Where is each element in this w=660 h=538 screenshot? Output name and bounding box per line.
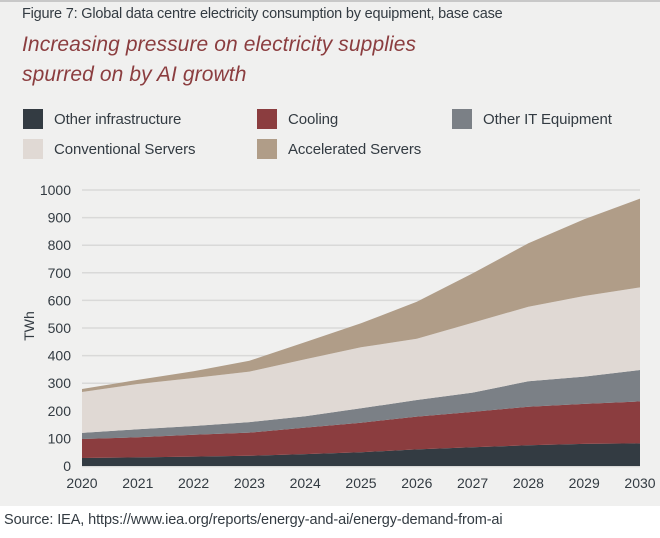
y-tick-label: 1000 bbox=[40, 182, 71, 198]
area-series bbox=[82, 198, 640, 466]
legend-swatch bbox=[257, 139, 277, 159]
x-tick-label: 2020 bbox=[66, 475, 97, 491]
chart-title: Increasing pressure on electricity suppl… bbox=[22, 30, 416, 90]
legend-swatch bbox=[23, 139, 43, 159]
y-axis-label: TWh bbox=[21, 311, 37, 341]
x-tick-label: 2028 bbox=[513, 475, 544, 491]
x-tick-label: 2023 bbox=[234, 475, 265, 491]
y-tick-label: 800 bbox=[48, 237, 72, 253]
x-tick-label: 2027 bbox=[457, 475, 488, 491]
source-note: Source: IEA, https://www.iea.org/reports… bbox=[4, 512, 503, 528]
chart-title-line-1: Increasing pressure on electricity suppl… bbox=[22, 33, 417, 56]
x-tick-label: 2024 bbox=[290, 475, 321, 491]
y-tick-label: 100 bbox=[48, 430, 72, 446]
legend-label: Other infrastructure bbox=[54, 110, 182, 128]
y-tick-label: 700 bbox=[48, 265, 72, 281]
x-tick-label: 2030 bbox=[624, 475, 655, 491]
y-tick-label: 200 bbox=[48, 403, 72, 419]
legend-label: Other IT Equipment bbox=[483, 110, 612, 128]
legend-label: Conventional Servers bbox=[54, 140, 196, 158]
legend-item-other-infrastructure: Other infrastructure bbox=[23, 109, 181, 129]
y-tick-label: 300 bbox=[48, 375, 72, 391]
area-other-it-equipment bbox=[82, 370, 640, 439]
x-tick-label: 2029 bbox=[569, 475, 600, 491]
y-tick-label: 600 bbox=[48, 292, 72, 308]
legend-swatch bbox=[23, 109, 43, 129]
legend-item-conventional-servers: Conventional Servers bbox=[23, 139, 196, 159]
y-axis-ticks: 0 100 200 300 400 500 600 700 800 900 1000 bbox=[40, 182, 71, 474]
figure-label: Figure 7: Global data centre electricity… bbox=[22, 6, 503, 22]
legend-item-other-it-equipment: Other IT Equipment bbox=[452, 109, 612, 129]
legend-swatch bbox=[257, 109, 277, 129]
y-tick-label: 400 bbox=[48, 348, 72, 364]
legend-label: Accelerated Servers bbox=[288, 140, 422, 158]
legend-swatch bbox=[452, 109, 472, 129]
legend-item-cooling: Cooling bbox=[257, 109, 338, 129]
area-other-infrastructure bbox=[82, 443, 640, 466]
chart-title-line-2: spurred on by AI growth bbox=[22, 63, 247, 86]
area-cooling bbox=[82, 401, 640, 458]
x-tick-label: 2026 bbox=[401, 475, 432, 491]
area-conventional-servers bbox=[82, 287, 640, 433]
x-axis-ticks: 2020 2021 2022 2023 2024 2025 2026 2027 2028 2029… bbox=[66, 475, 655, 491]
legend-item-accelerated-servers: Accelerated Servers bbox=[257, 139, 421, 159]
x-tick-label: 2022 bbox=[178, 475, 209, 491]
y-tick-label: 500 bbox=[48, 320, 72, 336]
y-tick-label: 900 bbox=[48, 210, 72, 226]
x-tick-label: 2021 bbox=[122, 475, 153, 491]
area-accelerated-servers bbox=[82, 198, 640, 392]
y-tick-label: 0 bbox=[63, 458, 71, 474]
x-tick-label: 2025 bbox=[345, 475, 376, 491]
legend-label: Cooling bbox=[288, 110, 339, 128]
